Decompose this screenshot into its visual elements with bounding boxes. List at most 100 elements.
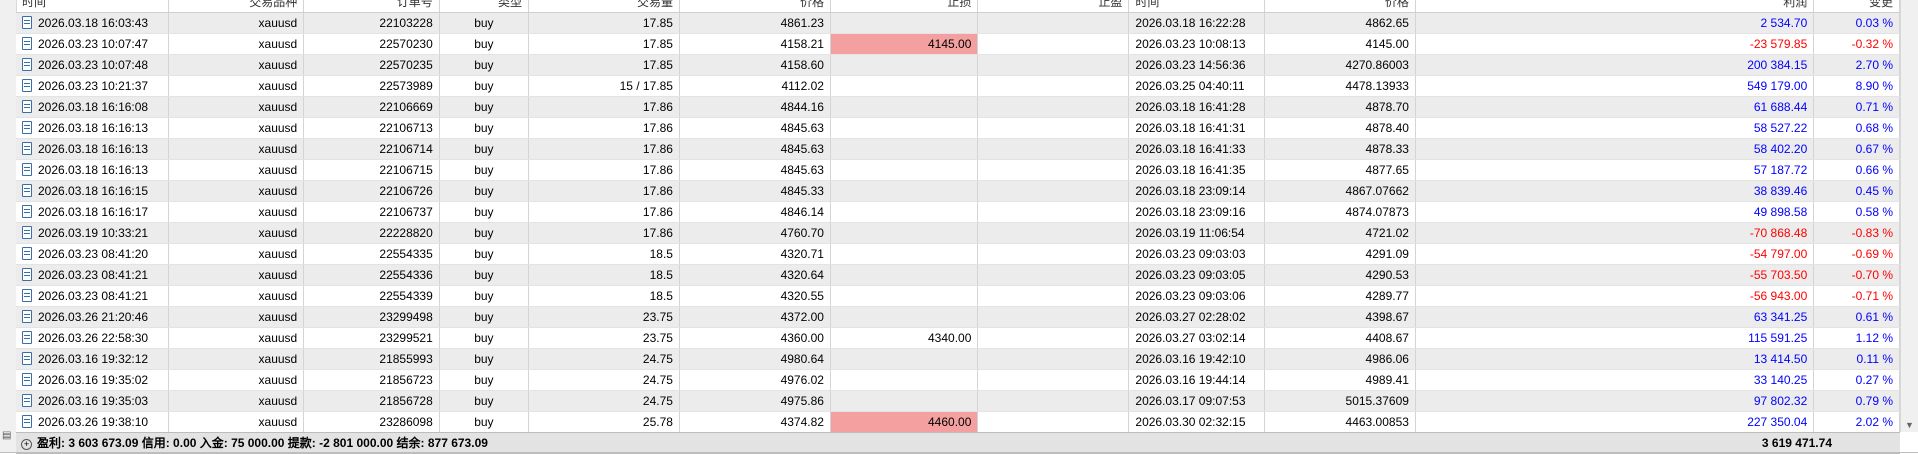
cell-close-price: 4291.09 (1264, 243, 1416, 265)
cell-profit-text: -55 703.50 (1749, 268, 1808, 282)
expand-plus-icon[interactable]: + (21, 439, 32, 450)
cell-type-text: buy (474, 247, 494, 261)
cell-open-time-text: 2026.03.18 16:16:13 (38, 163, 149, 177)
cell-stop-loss (830, 306, 979, 328)
table-row[interactable]: 2026.03.23 08:41:21 xauusd 22554339 buy 18.5… (16, 285, 1900, 307)
document-icon (22, 373, 32, 386)
table-row[interactable]: 2026.03.26 22:58:30 xauusd 23299521 buy 23.7… (16, 327, 1900, 349)
cell-type: buy (439, 390, 529, 412)
table-row[interactable]: 2026.03.18 16:16:17 xauusd 22106737 buy 17.8… (16, 201, 1900, 223)
cell-volume: 18.5 (528, 285, 680, 307)
header-close-price[interactable]: 价格 (1264, 0, 1416, 13)
cell-change: -0.32 % (1813, 33, 1900, 55)
cell-close-time: 2026.03.18 23:09:14 (1128, 180, 1265, 202)
cell-take-profit (977, 369, 1130, 391)
table-row[interactable]: 2026.03.19 10:33:21 xauusd 22228820 buy 17.8… (16, 222, 1900, 244)
cell-close-price-text: 4291.09 (1365, 247, 1409, 261)
table-row[interactable]: 2026.03.16 19:35:02 xauusd 21856723 buy 24.7… (16, 369, 1900, 391)
document-icon (22, 268, 32, 281)
scroll-down-icon[interactable]: ▼ (1905, 420, 1914, 430)
cell-open-price: 4976.02 (679, 369, 831, 391)
header-close-time[interactable]: 时间 (1128, 0, 1265, 13)
table-row[interactable]: 2026.03.18 16:16:15 xauusd 22106726 buy 17.8… (16, 180, 1900, 202)
table-row[interactable]: 2026.03.23 10:21:37 xauusd 22573989 buy 15 /… (16, 75, 1900, 97)
header-open-price[interactable]: 价格 (679, 0, 831, 13)
cell-close-price-text: 5015.37609 (1345, 394, 1409, 408)
table-row[interactable]: 2026.03.23 10:07:48 xauusd 22570235 buy 17.8… (16, 54, 1900, 76)
cell-take-profit (977, 54, 1130, 76)
table-row[interactable]: 2026.03.18 16:16:13 xauusd 22106715 buy 17.8… (16, 159, 1900, 181)
table-row[interactable]: 2026.03.18 16:16:13 xauusd 22106714 buy 17.8… (16, 138, 1900, 160)
cell-open-time: 2026.03.18 16:16:15 (16, 180, 169, 202)
cell-symbol: xauusd (168, 75, 305, 97)
cell-open-price-text: 4861.23 (780, 16, 824, 30)
table-row[interactable]: 2026.03.18 16:03:43 xauusd 22103228 buy 17.8… (16, 12, 1900, 34)
cell-close-time-text: 2026.03.19 11:06:54 (1135, 226, 1245, 240)
cell-type: buy (439, 138, 529, 160)
table-row[interactable]: 2026.03.26 19:38:10 xauusd 23286098 buy 25.7… (16, 411, 1900, 433)
cell-ticket-text: 21856723 (379, 373, 433, 387)
cell-type: buy (439, 327, 529, 349)
header-symbol[interactable]: 交易品种 (168, 0, 305, 13)
cell-open-price-text: 4374.82 (780, 415, 824, 429)
cell-take-profit (977, 138, 1130, 160)
cell-close-price-text: 4867.07662 (1345, 184, 1409, 198)
cell-open-time-text: 2026.03.26 21:20:46 (38, 310, 149, 324)
cell-open-price-text: 4844.16 (780, 100, 824, 114)
cell-open-time-text: 2026.03.23 08:41:21 (38, 268, 149, 282)
table-row[interactable]: 2026.03.23 10:07:47 xauusd 22570230 buy 17.8… (16, 33, 1900, 55)
cell-close-price-text: 4721.02 (1365, 226, 1409, 240)
header-profit[interactable]: 利润 (1415, 0, 1815, 13)
cell-open-price-text: 4360.00 (780, 331, 824, 345)
cell-ticket-text: 22103228 (379, 16, 433, 30)
cell-volume: 17.86 (528, 201, 680, 223)
table-row[interactable]: 2026.03.26 21:20:46 xauusd 23299498 buy 23.7… (16, 306, 1900, 328)
cell-profit-text: -54 797.00 (1749, 247, 1808, 261)
cell-open-time-text: 2026.03.26 22:58:30 (38, 331, 149, 345)
header-take-profit[interactable]: 止盈 (977, 0, 1130, 13)
cell-take-profit (977, 201, 1130, 223)
header-open-time[interactable]: 时间 (16, 0, 169, 13)
cell-close-time-text: 2026.03.25 04:40:11 (1135, 79, 1245, 93)
cell-open-time: 2026.03.26 22:58:30 (16, 327, 169, 349)
cell-close-time: 2026.03.18 16:41:31 (1128, 117, 1265, 139)
cell-close-time-text: 2026.03.16 19:42:10 (1135, 352, 1246, 366)
table-row[interactable]: 2026.03.23 08:41:20 xauusd 22554335 buy 18.5… (16, 243, 1900, 265)
header-ticket[interactable]: 订单号 (303, 0, 440, 13)
cell-close-time-text: 2026.03.23 14:56:36 (1135, 58, 1246, 72)
table-row[interactable]: 2026.03.18 16:16:08 xauusd 22106669 buy 17.8… (16, 96, 1900, 118)
cell-symbol-text: xauusd (258, 247, 298, 261)
table-row[interactable]: 2026.03.16 19:35:03 xauusd 21856728 buy 24.7… (16, 390, 1900, 412)
cell-change-text: -0.71 % (1851, 289, 1893, 303)
cell-open-price: 4845.63 (679, 138, 831, 160)
cell-close-price: 4862.65 (1264, 12, 1416, 34)
cell-open-time-text: 2026.03.18 16:03:43 (38, 16, 149, 30)
table-row[interactable]: 2026.03.18 16:16:13 xauusd 22106713 buy 17.8… (16, 117, 1900, 139)
cell-symbol: xauusd (168, 117, 305, 139)
cell-symbol-text: xauusd (258, 310, 298, 324)
cell-open-time-text: 2026.03.23 10:21:37 (38, 79, 149, 93)
toolbox-tab-icon[interactable]: ▤ (2, 430, 12, 441)
header-change[interactable]: 变更 (1813, 0, 1900, 13)
cell-stop-loss (830, 348, 979, 370)
vertical-scrollbar[interactable]: ▼ (1900, 0, 1918, 432)
cell-type: buy (439, 54, 529, 76)
cell-stop-loss (830, 96, 979, 118)
cell-volume: 17.86 (528, 159, 680, 181)
cell-change: 0.03 % (1813, 12, 1900, 34)
cell-take-profit (977, 264, 1130, 286)
cell-symbol-text: xauusd (258, 373, 298, 387)
header-volume[interactable]: 交易量 (528, 0, 680, 13)
cell-close-price-text: 4986.06 (1365, 352, 1409, 366)
table-row[interactable]: 2026.03.16 19:32:12 xauusd 21855993 buy 24.7… (16, 348, 1900, 370)
cell-ticket: 22106726 (303, 180, 440, 202)
cell-open-price: 4320.71 (679, 243, 831, 265)
cell-change-text: 2.02 % (1855, 415, 1893, 429)
header-stop-loss[interactable]: 止损 (830, 0, 979, 13)
header-type[interactable]: 类型 (439, 0, 529, 13)
cell-open-time: 2026.03.23 10:07:47 (16, 33, 169, 55)
cell-change-text: 0.61 % (1855, 310, 1893, 324)
cell-ticket: 21855993 (303, 348, 440, 370)
table-row[interactable]: 2026.03.23 08:41:21 xauusd 22554336 buy 18.5… (16, 264, 1900, 286)
cell-profit-text: 49 898.58 (1753, 205, 1808, 219)
